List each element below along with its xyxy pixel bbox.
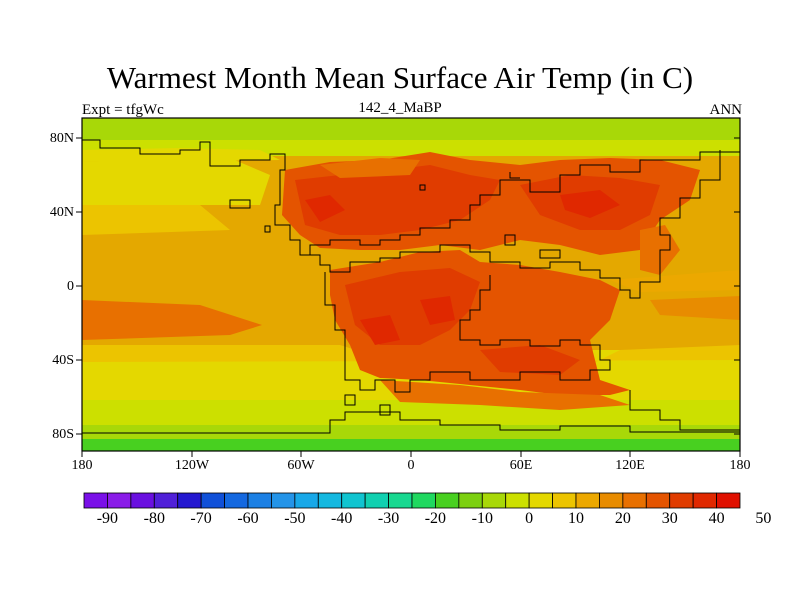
colorbar-label: 20 xyxy=(614,510,631,527)
experiment-label: Expt = tfgWc xyxy=(82,102,164,118)
colorbar-swatch xyxy=(224,492,249,509)
lon-label-60w: 60W xyxy=(287,458,315,473)
colorbar-label: -40 xyxy=(331,510,353,527)
colorbar-swatch xyxy=(107,492,132,509)
lat-label-40s: 40S xyxy=(52,353,74,368)
colorbar-swatch xyxy=(247,492,272,509)
lon-ticks xyxy=(81,451,741,457)
lat-ticks xyxy=(76,137,740,435)
lat-label-80n: 80N xyxy=(49,131,74,146)
colorbar-label: -70 xyxy=(190,510,212,527)
lon-label-120w: 120W xyxy=(174,458,210,473)
colorbar-label: 50 xyxy=(755,510,772,527)
colorbar-swatch xyxy=(505,492,530,509)
colorbar-swatch xyxy=(294,492,319,509)
coastlines xyxy=(82,139,740,434)
colorbar-swatch xyxy=(435,492,460,509)
colorbar-label: 0 xyxy=(525,510,534,527)
colorbar-label: -80 xyxy=(143,510,165,527)
lon-label-60e: 60E xyxy=(509,458,533,473)
colorbar-swatch xyxy=(271,492,296,509)
colorbar-swatch xyxy=(622,492,647,509)
colorbar-swatch xyxy=(200,492,225,509)
colorbar-swatch xyxy=(528,492,553,509)
colorbar-label: -20 xyxy=(424,510,447,527)
colorbar-swatch xyxy=(599,492,624,509)
colorbar-label: -30 xyxy=(377,510,400,527)
colorbar-label: 40 xyxy=(708,510,725,527)
period-label: 142_4_MaBP xyxy=(358,100,442,116)
colorbar-label: -10 xyxy=(471,510,493,527)
lon-label-120e: 120E xyxy=(615,458,645,473)
colorbar-swatch xyxy=(130,492,155,509)
colorbar-swatch xyxy=(481,492,507,509)
lon-label-0: 0 xyxy=(407,458,415,473)
colorbar-swatch xyxy=(669,492,694,509)
map-title: Warmest Month Mean Surface Air Temp (in … xyxy=(106,60,694,95)
colorbar-swatch xyxy=(458,492,483,509)
colorbar-swatch xyxy=(153,492,179,509)
lon-label-180e: 180 xyxy=(729,458,751,473)
colorbar-swatch xyxy=(575,492,600,509)
colorbar-label: 30 xyxy=(661,510,678,527)
colorbar-swatch xyxy=(317,492,343,509)
colorbar-swatch xyxy=(645,492,671,509)
colorbar-label: 10 xyxy=(568,510,584,527)
colorbar-swatch xyxy=(364,492,389,509)
colorbar-swatch xyxy=(341,492,366,509)
lat-label-80s: 80S xyxy=(52,427,74,442)
colorbar-swatch xyxy=(716,492,741,509)
colorbar-swatch xyxy=(411,492,436,509)
temperature-field xyxy=(82,118,740,451)
colorbar-swatch xyxy=(692,492,717,509)
lat-label-0: 0 xyxy=(67,279,74,294)
colorbar-swatch xyxy=(552,492,577,509)
lat-label-40n: 40N xyxy=(49,205,74,220)
colorbar-swatch xyxy=(83,492,108,509)
colorbar xyxy=(83,492,741,509)
colorbar-swatch xyxy=(388,492,413,509)
colorbar-label: -90 xyxy=(96,510,119,527)
colorbar-swatch xyxy=(177,492,202,509)
colorbar-label: -60 xyxy=(237,510,259,527)
colorbar-label: -50 xyxy=(284,510,306,527)
lon-label-180w: 180 xyxy=(71,458,93,473)
annual-label: ANN xyxy=(709,102,743,118)
